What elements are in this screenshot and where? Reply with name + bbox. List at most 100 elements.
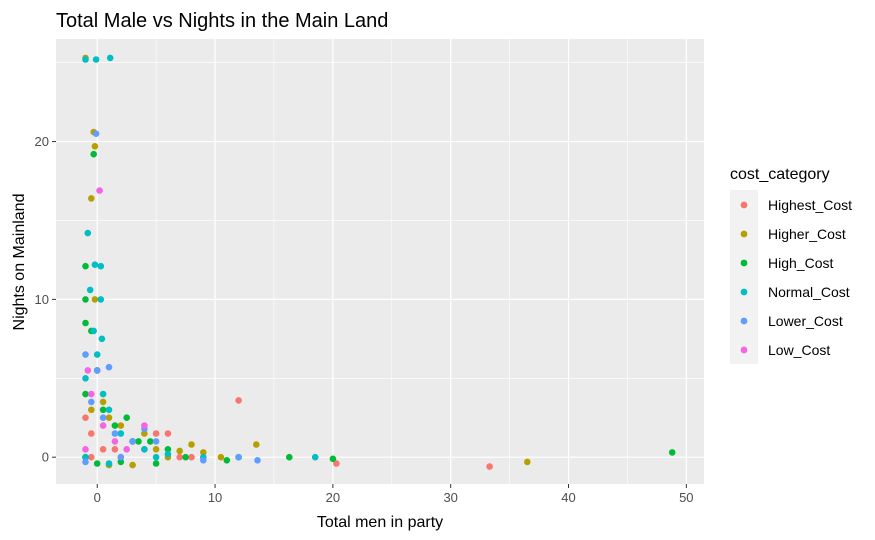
data-point-higher-cost xyxy=(91,143,99,150)
data-point-high-cost xyxy=(135,438,142,445)
data-point-lower-cost xyxy=(254,457,261,464)
x-axis-title: Total men in party xyxy=(317,514,443,531)
data-point-higher-cost xyxy=(188,441,195,448)
data-point-high-cost xyxy=(82,319,89,327)
legend-label: Highest_Cost xyxy=(768,197,852,213)
data-point-lower-cost xyxy=(129,438,136,445)
data-point-low-cost xyxy=(96,187,103,194)
data-point-high-cost xyxy=(82,390,89,398)
x-tick-label: 10 xyxy=(208,490,222,505)
x-tick-label: 0 xyxy=(94,490,101,505)
y-tick-label: 10 xyxy=(35,292,49,307)
y-tick-label: 20 xyxy=(35,134,49,149)
plot-panel xyxy=(56,39,704,484)
data-point-high-cost xyxy=(111,422,119,429)
data-point-high-cost xyxy=(99,406,107,414)
data-point-highest-cost xyxy=(88,453,95,461)
data-point-normal-cost xyxy=(97,296,105,303)
data-point-low-cost xyxy=(84,367,92,374)
data-point-high-cost xyxy=(117,458,125,466)
data-point-normal-cost xyxy=(98,335,106,343)
data-point-low-cost xyxy=(99,422,107,429)
legend-key-normal-cost xyxy=(740,288,748,296)
legend-label: Higher_Cost xyxy=(768,226,846,242)
data-point-lower-cost xyxy=(82,351,89,358)
data-point-high-cost xyxy=(90,150,97,158)
data-point-highest-cost xyxy=(82,414,89,422)
data-point-lower-cost xyxy=(93,367,101,374)
data-point-highest-cost xyxy=(188,453,195,461)
data-point-highest-cost xyxy=(111,446,119,453)
legend-label: Low_Cost xyxy=(768,342,830,358)
chart-title: Total Male vs Nights in the Main Land xyxy=(56,10,388,32)
y-axis-title: Nights on Mainland xyxy=(11,194,28,331)
data-point-higher-cost xyxy=(524,458,531,466)
data-point-high-cost xyxy=(93,460,101,467)
data-point-lower-cost xyxy=(82,458,89,466)
data-point-higher-cost xyxy=(200,449,207,456)
data-point-low-cost xyxy=(111,438,119,445)
data-point-high-cost xyxy=(164,446,172,453)
data-point-highest-cost xyxy=(486,463,493,470)
data-point-higher-cost xyxy=(176,447,183,455)
legend-key-high-cost xyxy=(740,259,748,267)
legend-label: Lower_Cost xyxy=(768,313,843,329)
data-point-high-cost xyxy=(286,453,293,461)
data-point-high-cost xyxy=(668,449,676,456)
data-point-normal-cost xyxy=(99,390,107,398)
legend-title: cost_category xyxy=(730,166,830,183)
data-point-normal-cost xyxy=(164,450,172,458)
data-point-high-cost xyxy=(123,414,130,422)
legend-key-higher-cost xyxy=(740,230,748,238)
legend-key-low-cost xyxy=(740,346,748,354)
data-point-normal-cost xyxy=(93,351,101,358)
x-tick-label: 30 xyxy=(443,490,457,505)
data-point-normal-cost xyxy=(84,229,92,237)
data-point-highest-cost xyxy=(88,430,95,437)
data-point-lower-cost xyxy=(92,130,100,137)
data-point-lower-cost xyxy=(88,398,95,406)
data-point-normal-cost xyxy=(90,327,97,335)
data-point-high-cost xyxy=(152,460,160,467)
data-point-higher-cost xyxy=(91,296,99,303)
data-point-normal-cost xyxy=(92,56,100,63)
data-point-higher-cost xyxy=(99,398,107,406)
data-point-higher-cost xyxy=(88,195,95,202)
legend: cost_category Highest_Cost Higher_Cost Hig… xyxy=(730,166,852,364)
data-point-highest-cost xyxy=(235,397,242,404)
legend-key-highest-cost xyxy=(740,201,748,209)
data-point-normal-cost xyxy=(91,261,99,269)
data-point-normal-cost xyxy=(117,430,125,437)
data-point-highest-cost xyxy=(333,460,340,467)
data-point-higher-cost xyxy=(217,453,225,461)
data-point-normal-cost xyxy=(86,286,94,294)
data-point-normal-cost xyxy=(105,460,113,467)
data-point-lower-cost xyxy=(99,414,107,422)
data-point-high-cost xyxy=(82,262,89,270)
data-point-lower-cost xyxy=(235,453,242,461)
data-point-high-cost xyxy=(147,438,154,445)
data-point-low-cost xyxy=(88,390,95,398)
data-point-highest-cost xyxy=(164,430,172,437)
data-point-high-cost xyxy=(223,457,231,464)
data-point-normal-cost xyxy=(97,262,105,270)
data-point-high-cost xyxy=(182,453,189,461)
data-point-higher-cost xyxy=(252,441,260,448)
x-axis-ticks: 0 10 20 30 40 50 xyxy=(94,484,694,505)
data-point-normal-cost xyxy=(105,406,113,414)
data-point-highest-cost xyxy=(99,446,107,453)
data-point-higher-cost xyxy=(129,461,136,469)
data-point-lower-cost xyxy=(152,438,160,445)
data-point-normal-cost xyxy=(82,56,89,63)
x-tick-label: 20 xyxy=(326,490,340,505)
data-point-lower-cost xyxy=(200,457,207,464)
data-point-normal-cost xyxy=(152,453,160,461)
data-point-normal-cost xyxy=(141,446,148,453)
data-point-highest-cost xyxy=(176,453,183,461)
data-point-higher-cost xyxy=(152,446,160,453)
y-axis-ticks: 0 10 20 xyxy=(35,134,56,465)
data-point-normal-cost xyxy=(82,453,89,461)
data-point-normal-cost xyxy=(311,453,319,461)
data-points xyxy=(82,54,676,470)
